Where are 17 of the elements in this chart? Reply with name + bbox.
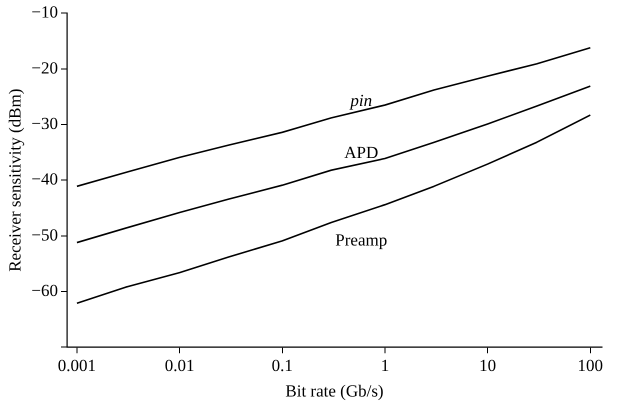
x-tick-label: 100 — [578, 356, 604, 375]
x-axis-title: Bit rate (Gb/s) — [285, 381, 384, 400]
y-axis-title: Receiver sensitivity (dBm) — [6, 88, 25, 272]
y-tick-label: −20 — [31, 58, 58, 78]
y-tick-label: −60 — [31, 281, 58, 300]
y-tick-label: −30 — [31, 114, 58, 133]
series-label: Preamp — [335, 230, 388, 250]
x-tick-label: 1 — [380, 356, 390, 375]
x-tick-label: 10 — [479, 356, 496, 375]
series-label: pin — [349, 90, 372, 110]
y-tick-label: −10 — [31, 2, 58, 22]
y-tick-label: −40 — [31, 170, 58, 189]
x-tick-label: 0.1 — [272, 356, 293, 375]
series-label: APD — [344, 143, 378, 162]
x-tick-label: 0.01 — [164, 356, 194, 375]
y-tick-label: −50 — [31, 225, 58, 244]
x-tick-label: 0.001 — [58, 356, 96, 375]
